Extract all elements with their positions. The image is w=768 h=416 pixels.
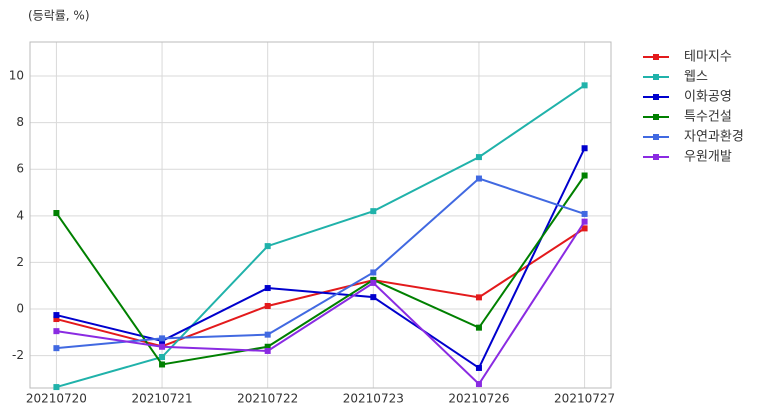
legend-label: 자연과환경 <box>684 130 744 145</box>
marker <box>264 243 271 250</box>
y-tick-label: 6 <box>16 162 24 176</box>
plot-frame <box>29 41 612 389</box>
x-tick-label: 20210721 <box>132 392 193 406</box>
marker <box>264 302 271 309</box>
marker <box>53 328 60 335</box>
legend-marker <box>653 54 659 60</box>
marker <box>264 343 271 350</box>
legend-marker <box>653 114 659 120</box>
marker <box>264 331 271 338</box>
legend-marker <box>653 154 659 160</box>
y-tick-label: 0 <box>16 302 24 316</box>
line <box>56 221 586 386</box>
legend-marker <box>653 74 659 80</box>
marker <box>370 279 377 286</box>
x-tick-label: 20210726 <box>448 392 509 406</box>
marker <box>581 218 588 225</box>
legend-label: 테마지수 <box>684 50 732 65</box>
legend-label: 특수건설 <box>684 110 732 125</box>
marker <box>475 154 482 161</box>
marker <box>53 384 60 391</box>
y-tick-label: 4 <box>16 208 24 222</box>
legend-label: 이화공영 <box>684 90 732 105</box>
marker <box>475 381 482 388</box>
marker <box>159 335 166 342</box>
line <box>56 84 586 389</box>
marker <box>159 361 166 368</box>
marker <box>264 285 271 292</box>
marker <box>53 312 60 319</box>
marker <box>159 343 166 350</box>
x-tick-label: 20210723 <box>343 392 404 406</box>
marker <box>475 364 482 371</box>
marker <box>370 269 377 276</box>
marker <box>581 225 588 232</box>
marker <box>475 175 482 182</box>
y-tick-label: 10 <box>9 69 24 83</box>
legend-marker <box>653 134 659 140</box>
marker <box>370 208 377 215</box>
line <box>56 147 586 370</box>
marker <box>581 145 588 152</box>
marker <box>581 82 588 89</box>
marker <box>159 354 166 361</box>
marker <box>370 294 377 301</box>
y-tick-label: -2 <box>12 348 24 362</box>
y-tick-label: 8 <box>16 115 24 129</box>
x-tick-label: 20210720 <box>26 392 87 406</box>
x-tick-label: 20210727 <box>554 392 615 406</box>
marker <box>475 324 482 331</box>
marker <box>53 316 60 323</box>
line <box>56 177 585 350</box>
marker <box>475 294 482 301</box>
legend-label: 우원개발 <box>684 150 732 165</box>
y-axis-label: (등락률, %) <box>28 9 90 23</box>
x-tick-label: 20210722 <box>237 392 298 406</box>
legend-label: 웹스 <box>684 70 708 85</box>
y-tick-label: 2 <box>16 255 24 269</box>
line <box>55 174 586 366</box>
marker <box>581 172 588 179</box>
marker <box>370 276 377 283</box>
line <box>56 227 586 348</box>
marker <box>264 347 271 354</box>
marker <box>581 210 588 217</box>
marker <box>53 345 60 352</box>
marker <box>53 210 60 217</box>
legend-marker <box>653 94 659 100</box>
